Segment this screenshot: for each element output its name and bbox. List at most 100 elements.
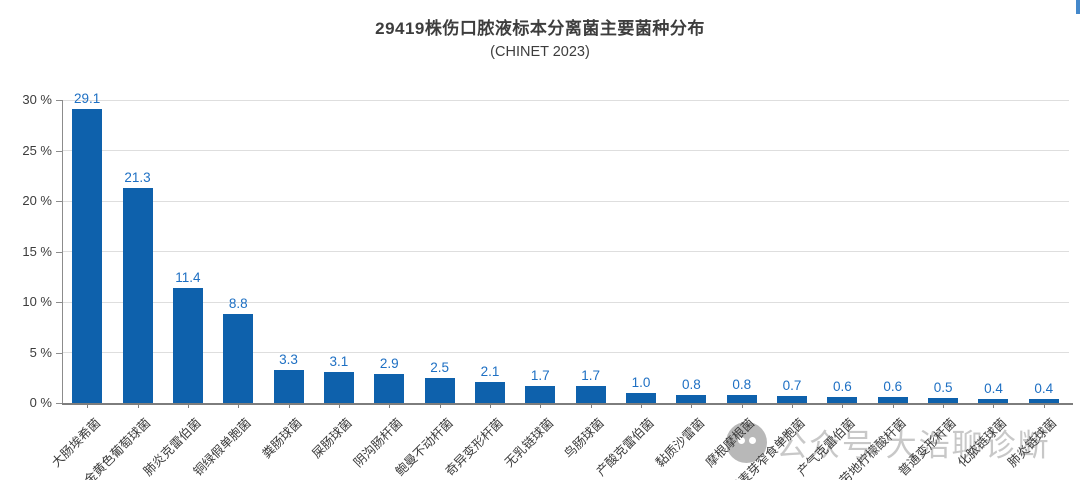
bar-2 (122, 187, 153, 403)
bar-13 (676, 394, 707, 403)
x-tick (943, 403, 945, 408)
x-tick (439, 403, 441, 408)
x-tick (792, 403, 794, 408)
y-tick-label: 30 % (22, 92, 52, 107)
x-axis-label: 屎肠球菌 (309, 415, 355, 462)
y-tick (56, 352, 62, 354)
bar-value-label: 11.4 (175, 269, 201, 285)
gridline (62, 352, 1069, 353)
y-tick (56, 100, 62, 101)
x-tick (87, 403, 89, 408)
x-axis-label: 粪肠球菌 (259, 415, 305, 462)
y-tick (56, 302, 62, 303)
bar-value-label: 0.7 (782, 377, 802, 393)
x-axis-label: 鲍曼不动杆菌 (392, 415, 456, 479)
bar-value-label: 0.4 (984, 380, 1003, 396)
bar-3 (172, 287, 203, 403)
bar-14 (726, 394, 757, 403)
x-tick (540, 403, 542, 408)
bar-16 (827, 396, 858, 403)
x-tick (137, 403, 139, 408)
bar-value-label: 8.8 (228, 296, 248, 312)
x-axis-label: 无乳链球菌 (501, 415, 557, 470)
bar-5 (273, 369, 304, 403)
gridline (62, 99, 1069, 101)
bar-value-label: 1.0 (631, 374, 651, 390)
x-tick (187, 403, 189, 408)
x-tick (993, 403, 995, 408)
y-tick-label: 15 % (22, 243, 52, 259)
x-tick (892, 403, 894, 408)
y-tick-label: 20 % (22, 193, 52, 208)
corner-accent (1076, 0, 1080, 14)
x-axis-label: 阴沟肠杆菌 (350, 415, 406, 470)
bar-4 (223, 314, 254, 403)
bar-12 (626, 392, 657, 403)
bar-value-label: 1.7 (530, 367, 550, 383)
x-axis-line (62, 403, 1073, 405)
x-tick (842, 403, 844, 408)
bar-value-label: 0.4 (1034, 380, 1054, 396)
x-axis-label: 奇异变形杆菌 (442, 415, 506, 479)
x-axis-label: 产酸克雷伯菌 (593, 415, 657, 479)
x-tick (489, 403, 491, 408)
bar-8 (424, 377, 455, 403)
bar-9 (474, 381, 505, 403)
x-axis-label: 肺炎克雷伯菌 (140, 415, 204, 479)
bar-19 (978, 398, 1009, 403)
y-axis-line (62, 100, 63, 404)
x-axis-label: 金黄色葡萄球菌 (81, 415, 154, 480)
bar-20 (1028, 398, 1059, 403)
bar-10 (525, 385, 556, 403)
y-tick (56, 251, 62, 253)
watermark: 公众号 大浩聊诊断 (726, 420, 1051, 465)
y-tick (56, 201, 62, 202)
x-axis-label: 大肠埃希菌 (48, 415, 103, 470)
bar-value-label: 1.7 (581, 367, 601, 383)
bar-value-label: 2.9 (379, 355, 399, 371)
bar-15 (777, 395, 808, 403)
y-tick-label: 25 % (22, 142, 52, 158)
y-tick-label: 10 % (22, 294, 52, 309)
x-axis-label: 黏质沙雷菌 (652, 415, 708, 470)
watermark-text: 公众号 大浩聊诊断 (776, 428, 1051, 463)
bar-7 (374, 373, 405, 403)
chart-title: 29419株伤口脓液标本分离菌主要菌种分布 (375, 19, 705, 38)
bar-value-label: 3.1 (329, 353, 349, 369)
y-tick (56, 150, 62, 152)
x-tick (641, 403, 643, 408)
wechat-icon (726, 422, 767, 463)
bar-value-label: 0.8 (681, 376, 701, 392)
bar-value-label: 2.5 (430, 359, 450, 375)
gridline (62, 150, 1069, 151)
bar-value-label: 21.3 (124, 169, 151, 185)
bar-18 (928, 397, 959, 403)
bar-value-label: 2.1 (480, 363, 500, 379)
bar-1 (72, 109, 103, 403)
bar-value-label: 3.3 (279, 351, 298, 367)
x-tick (691, 403, 693, 408)
bar-11 (575, 385, 606, 403)
x-tick (1043, 403, 1045, 408)
gridline (62, 301, 1069, 303)
x-tick (288, 403, 290, 408)
bar-value-label: 29.1 (74, 91, 101, 107)
y-tick-label: 0 % (29, 395, 52, 410)
plot-area: 29.1 21.3 11.4 8.8 3.3 3.1 2.9 2.5 2.1 1.7 1.7 1.0 0… (49, 91, 1073, 480)
bar-value-label: 0.8 (732, 376, 752, 392)
gridline (62, 251, 1069, 252)
x-tick (741, 403, 743, 408)
x-tick (389, 403, 391, 408)
bar-value-label: 0.6 (833, 378, 852, 394)
x-tick (590, 403, 592, 408)
bar-value-label: 0.5 (933, 379, 953, 395)
bar-6 (323, 371, 354, 403)
x-tick (338, 403, 340, 408)
bar-17 (877, 396, 908, 403)
gridline (62, 200, 1069, 202)
x-tick (238, 403, 240, 408)
x-axis-label: 铜绿假单胞菌 (191, 415, 254, 479)
bar-value-label: 0.6 (883, 378, 903, 394)
y-tick-label: 5 % (29, 344, 52, 360)
